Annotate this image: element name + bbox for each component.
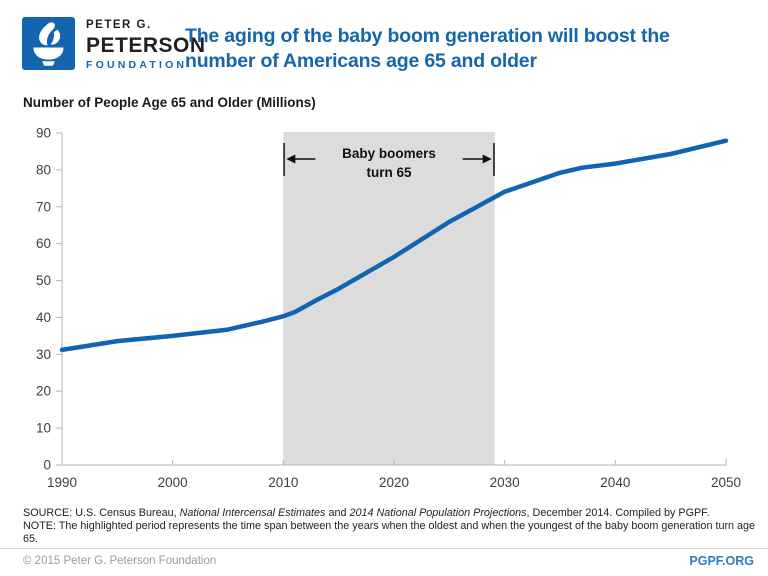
x-tick-label: 2040 — [600, 475, 630, 490]
x-tick-label: 1990 — [47, 475, 77, 490]
copyright-text: © 2015 Peter G. Peterson Foundation — [23, 555, 217, 567]
y-tick-label: 40 — [36, 310, 51, 325]
torch-icon — [22, 17, 75, 70]
source-note-block: SOURCE: U.S. Census Bureau, National Int… — [23, 507, 765, 546]
y-tick-label: 0 — [43, 458, 51, 473]
pgpf-logo — [22, 17, 75, 70]
chart-subtitle: Number of People Age 65 and Older (Milli… — [23, 95, 316, 110]
logo-wordmark: PETER G. PETERSON FOUNDATION — [86, 19, 206, 71]
logo-line-peterson: PETERSON — [86, 33, 206, 57]
logo-line-peter-g: PETER G. — [86, 19, 152, 31]
y-tick-label: 10 — [36, 421, 51, 436]
right-arrow-head-icon — [482, 154, 492, 164]
source-line: SOURCE: U.S. Census Bureau, National Int… — [23, 507, 710, 519]
x-tick-label: 2020 — [379, 475, 409, 490]
logo-line-foundation: FOUNDATION — [86, 58, 188, 71]
y-tick-label: 50 — [36, 273, 51, 288]
page-title: The aging of the baby boom generation wi… — [185, 24, 760, 74]
y-tick-label: 20 — [36, 384, 51, 399]
band-label-line-1: Baby boomers — [342, 146, 436, 161]
y-tick-label: 90 — [36, 126, 51, 141]
y-tick-label: 60 — [36, 236, 51, 251]
title-line-2: number of Americans age 65 and older — [185, 50, 537, 72]
band-label-line-2: turn 65 — [367, 165, 413, 180]
y-tick-label: 80 — [36, 162, 51, 177]
x-tick-label: 2050 — [711, 475, 741, 490]
title-line-1: The aging of the baby boom generation wi… — [185, 25, 670, 47]
note-line: NOTE: The highlighted period represents … — [23, 519, 756, 545]
population-line-series — [59, 138, 729, 353]
left-arrow-head-icon — [286, 154, 296, 164]
footer-divider — [0, 548, 768, 549]
pgpf-org-link[interactable]: PGPF.ORG — [689, 554, 754, 568]
x-tick-label: 2030 — [490, 475, 520, 490]
y-tick-label: 30 — [36, 347, 51, 362]
x-tick-label: 2000 — [158, 475, 188, 490]
y-tick-label: 70 — [36, 199, 51, 214]
x-tick-label: 2010 — [268, 475, 298, 490]
